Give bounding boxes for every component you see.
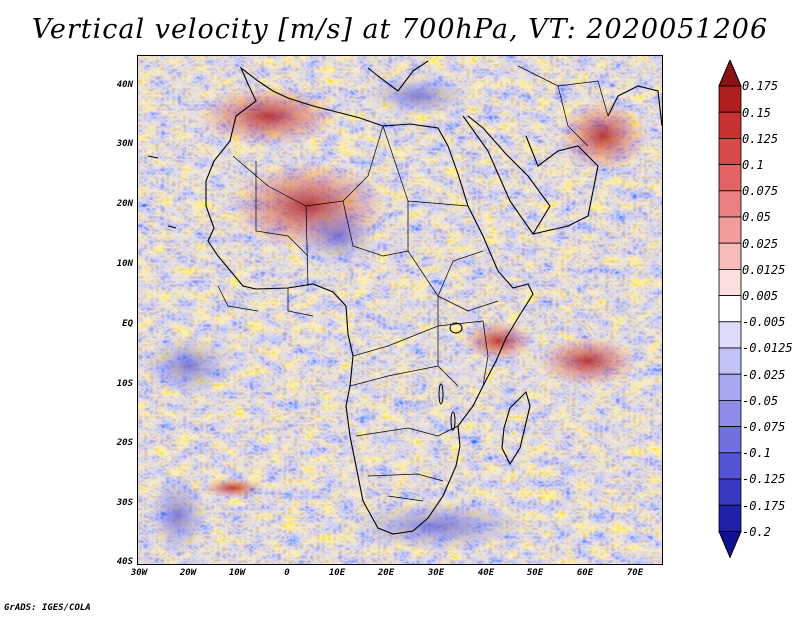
- lat-label: 10S: [116, 379, 133, 389]
- colorbar-swatch: [718, 216, 742, 244]
- lon-label: 30E: [427, 568, 445, 578]
- colorbar-swatch: [718, 373, 742, 401]
- colorbar-swatch: [718, 347, 742, 375]
- lat-label: 30S: [116, 498, 133, 508]
- colorbar-swatch: [718, 111, 742, 139]
- lon-label: 60E: [576, 568, 594, 578]
- colorbar-swatch: [718, 504, 742, 532]
- lat-label: 20S: [116, 438, 133, 448]
- map-title: Vertical velocity [m/s] at 700hPa, VT: 2…: [31, 14, 769, 45]
- colorbar-swatch: [718, 268, 742, 296]
- lat-label: 40S: [116, 557, 133, 567]
- colorbar-label: -0.2: [742, 525, 771, 539]
- colorbar-swatch: [718, 478, 742, 506]
- lat-label: EQ: [122, 319, 133, 329]
- lon-label: 30W: [130, 568, 148, 578]
- map-panel: [137, 55, 663, 565]
- lat-label: 20N: [116, 199, 133, 209]
- lon-label: 50E: [526, 568, 544, 578]
- colorbar-label: 0.125: [742, 132, 779, 146]
- credit-text: GrADS: IGES/COLA: [4, 603, 91, 613]
- lat-label: 10N: [116, 259, 133, 269]
- colorbar-swatch: [718, 190, 742, 218]
- colorbar-upper-arrow: [718, 60, 742, 87]
- colorbar-swatch: [718, 399, 742, 427]
- colorbar-label: -0.175: [742, 499, 786, 513]
- colorbar-swatch: [718, 85, 742, 113]
- lakes: [438, 322, 463, 431]
- colorbar-lower-arrow: [718, 530, 742, 559]
- lon-label: 0: [284, 568, 290, 578]
- vertical-velocity-field: [138, 56, 662, 564]
- colorbar-label: 0.15: [742, 106, 771, 120]
- colorbar-label: -0.005: [742, 315, 786, 329]
- colorbar-swatch: [718, 426, 742, 454]
- colorbar-label: 0.175: [742, 79, 779, 93]
- colorbar-swatch: [718, 242, 742, 270]
- colorbar-label: -0.1: [742, 446, 771, 460]
- colorbar-label: -0.0125: [742, 341, 793, 355]
- colorbar-label: -0.025: [742, 368, 786, 382]
- lon-label: 20E: [377, 568, 395, 578]
- colorbar-label: 0.005: [742, 289, 779, 303]
- colorbar-label: 0.075: [742, 184, 779, 198]
- colorbar-label: 0.0125: [742, 263, 786, 277]
- lon-label: 40E: [477, 568, 495, 578]
- coastlines: [147, 60, 662, 535]
- colorbar-swatch: [718, 295, 742, 323]
- lon-label: 70E: [626, 568, 644, 578]
- colorbar-swatch: [718, 321, 742, 349]
- colorbar-swatch: [718, 138, 742, 166]
- lon-label: 10E: [328, 568, 346, 578]
- colorbar-label: -0.125: [742, 472, 786, 486]
- colorbar-label: 0.05: [742, 210, 771, 224]
- colorbar-swatch: [718, 164, 742, 192]
- colorbar-label: -0.05: [742, 394, 779, 408]
- colorbar: [718, 60, 742, 559]
- lat-label: 40N: [116, 80, 133, 90]
- colorbar-label: -0.075: [742, 420, 786, 434]
- country-borders: [217, 65, 609, 502]
- lon-label: 20W: [179, 568, 197, 578]
- colorbar-swatch: [718, 452, 742, 480]
- lon-label: 10W: [228, 568, 246, 578]
- colorbar-label: 0.025: [742, 237, 779, 251]
- colorbar-label: 0.1: [742, 158, 764, 172]
- lat-label: 30N: [116, 139, 133, 149]
